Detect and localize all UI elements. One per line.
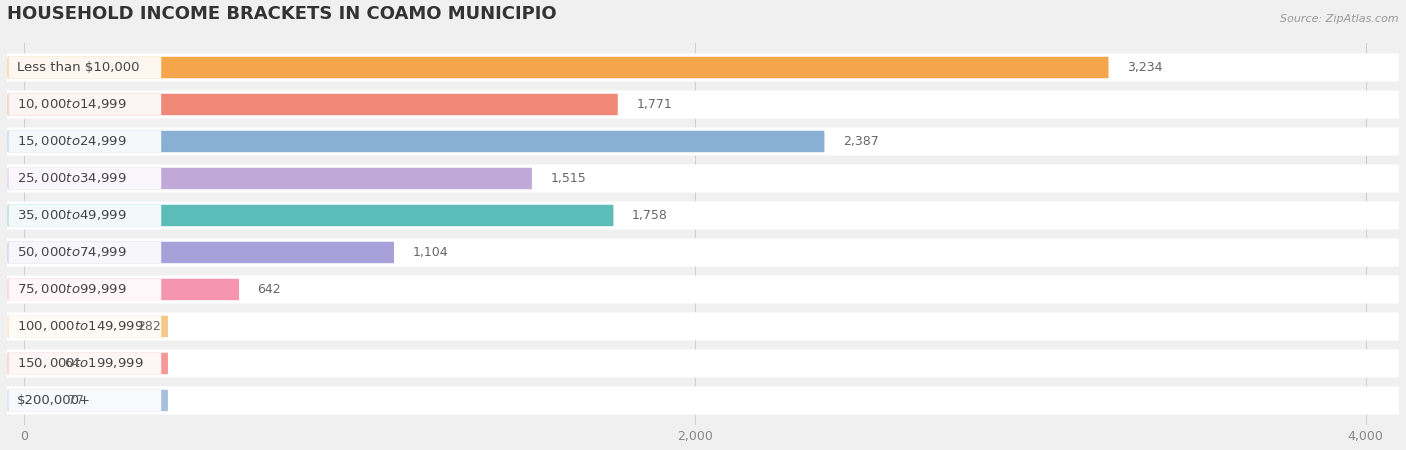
FancyBboxPatch shape <box>8 279 162 300</box>
FancyBboxPatch shape <box>7 390 167 411</box>
FancyBboxPatch shape <box>7 316 167 337</box>
Text: 642: 642 <box>257 283 281 296</box>
Text: 1,515: 1,515 <box>550 172 586 185</box>
FancyBboxPatch shape <box>7 279 239 300</box>
FancyBboxPatch shape <box>8 205 162 226</box>
FancyBboxPatch shape <box>7 168 531 189</box>
Text: $25,000 to $34,999: $25,000 to $34,999 <box>17 171 127 185</box>
FancyBboxPatch shape <box>8 131 162 152</box>
Text: Source: ZipAtlas.com: Source: ZipAtlas.com <box>1281 14 1399 23</box>
FancyBboxPatch shape <box>7 242 394 263</box>
FancyBboxPatch shape <box>7 57 1108 78</box>
Text: 1,758: 1,758 <box>631 209 668 222</box>
Text: $35,000 to $49,999: $35,000 to $49,999 <box>17 208 127 222</box>
Text: $75,000 to $99,999: $75,000 to $99,999 <box>17 283 127 297</box>
FancyBboxPatch shape <box>7 387 1399 414</box>
Text: 1,771: 1,771 <box>637 98 672 111</box>
FancyBboxPatch shape <box>8 94 162 115</box>
Text: 282: 282 <box>136 320 160 333</box>
FancyBboxPatch shape <box>7 205 613 226</box>
FancyBboxPatch shape <box>7 94 617 115</box>
Text: HOUSEHOLD INCOME BRACKETS IN COAMO MUNICIPIO: HOUSEHOLD INCOME BRACKETS IN COAMO MUNIC… <box>7 5 557 23</box>
FancyBboxPatch shape <box>7 275 1399 303</box>
Text: Less than $10,000: Less than $10,000 <box>17 61 139 74</box>
FancyBboxPatch shape <box>8 57 162 78</box>
FancyBboxPatch shape <box>8 390 162 411</box>
Text: $50,000 to $74,999: $50,000 to $74,999 <box>17 245 127 260</box>
FancyBboxPatch shape <box>8 353 162 374</box>
FancyBboxPatch shape <box>7 238 1399 266</box>
FancyBboxPatch shape <box>8 242 162 263</box>
Text: 1,104: 1,104 <box>412 246 449 259</box>
Text: 3,234: 3,234 <box>1128 61 1163 74</box>
Text: $200,000+: $200,000+ <box>17 394 91 407</box>
Text: $10,000 to $14,999: $10,000 to $14,999 <box>17 98 127 112</box>
FancyBboxPatch shape <box>7 164 1399 193</box>
Text: 77: 77 <box>67 394 84 407</box>
Text: $100,000 to $149,999: $100,000 to $149,999 <box>17 320 143 333</box>
Text: $150,000 to $199,999: $150,000 to $199,999 <box>17 356 143 370</box>
FancyBboxPatch shape <box>7 54 1399 81</box>
FancyBboxPatch shape <box>8 316 162 337</box>
FancyBboxPatch shape <box>7 349 1399 378</box>
Text: 64: 64 <box>63 357 79 370</box>
FancyBboxPatch shape <box>7 312 1399 341</box>
FancyBboxPatch shape <box>7 90 1399 118</box>
FancyBboxPatch shape <box>7 127 1399 156</box>
Text: 2,387: 2,387 <box>842 135 879 148</box>
FancyBboxPatch shape <box>7 353 167 374</box>
FancyBboxPatch shape <box>7 131 824 152</box>
FancyBboxPatch shape <box>8 168 162 189</box>
FancyBboxPatch shape <box>7 202 1399 230</box>
Text: $15,000 to $24,999: $15,000 to $24,999 <box>17 135 127 148</box>
